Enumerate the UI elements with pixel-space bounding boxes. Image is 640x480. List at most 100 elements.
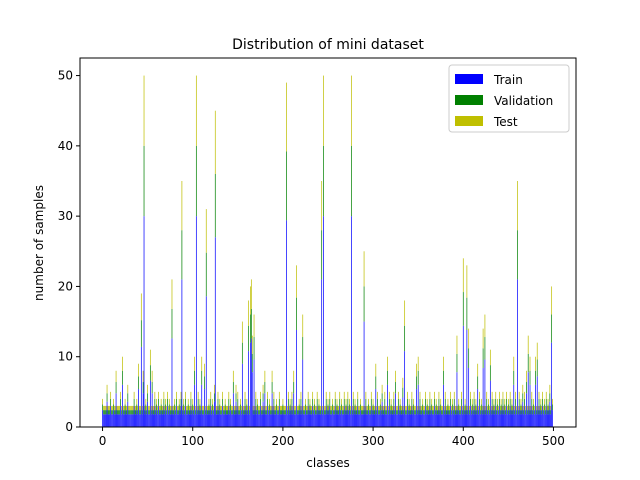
bar-stack: [320, 405, 322, 427]
bar-train: [475, 410, 477, 427]
bar-train: [147, 401, 148, 427]
bar-stack: [409, 405, 411, 427]
bar-stack: [156, 398, 158, 427]
bar-train: [416, 414, 418, 427]
bar-stack: [116, 405, 118, 427]
bar-test: [489, 405, 490, 411]
bar-train: [421, 414, 423, 427]
bar-test: [129, 405, 130, 411]
bar-train: [516, 414, 517, 427]
bar-validation: [108, 410, 110, 415]
bar-stack: [307, 391, 309, 427]
bar-validation: [413, 404, 415, 411]
bar-validation: [421, 410, 423, 415]
bar-train: [542, 405, 543, 427]
bar-train: [132, 414, 134, 427]
bar-stack: [369, 405, 370, 427]
bar-validation: [389, 410, 391, 415]
bar-test: [530, 405, 532, 411]
bar-test: [525, 405, 526, 411]
bar-validation: [544, 410, 546, 415]
bar-stack: [253, 314, 255, 427]
chart-title: Distribution of mini dataset: [232, 37, 424, 53]
bar-validation: [110, 398, 112, 406]
bar-validation: [131, 410, 132, 415]
bar-test: [310, 405, 312, 411]
bar-train: [183, 410, 185, 427]
bar-train: [496, 414, 497, 427]
bar-stack: [269, 398, 270, 427]
bar-train: [225, 414, 227, 427]
bar-validation: [466, 297, 468, 330]
bar-validation: [328, 410, 330, 415]
bar-train: [283, 414, 285, 427]
bar-stack: [416, 405, 418, 427]
bar-validation: [147, 393, 148, 402]
bar-train: [315, 414, 317, 427]
bar-validation: [415, 410, 416, 415]
bar-stack: [128, 405, 130, 427]
bar-train: [390, 410, 392, 427]
bar-stack: [544, 398, 545, 427]
bar-validation: [435, 404, 437, 411]
bar-stack: [341, 398, 342, 427]
bar-validation: [239, 410, 240, 415]
bar-train: [239, 414, 240, 427]
bar-stack: [261, 405, 263, 427]
bar-train: [191, 414, 193, 427]
bar-stack: [113, 398, 114, 427]
bar-stack: [483, 405, 485, 427]
bar-validation: [425, 410, 427, 415]
bar-train: [345, 410, 347, 427]
bar-test: [500, 398, 502, 405]
bar-validation: [242, 410, 244, 415]
bar-test: [326, 405, 328, 411]
bar-stack: [526, 370, 527, 427]
bar-validation: [528, 410, 530, 415]
bar-stack: [194, 356, 195, 427]
bar-validation: [513, 370, 515, 385]
bar-stack: [444, 391, 446, 427]
bar-train: [185, 405, 186, 427]
bar-stack: [457, 405, 459, 427]
bar-train: [219, 410, 221, 427]
bar-stack: [204, 363, 205, 427]
bar-train: [168, 410, 170, 427]
bar-test: [429, 391, 431, 399]
bar-stack: [214, 110, 216, 427]
bar-train: [251, 372, 253, 427]
bar-train: [355, 414, 357, 427]
bar-stack: [233, 405, 235, 427]
bar-train: [149, 414, 150, 427]
bar-validation: [434, 398, 435, 406]
bar-validation: [206, 410, 208, 415]
bar-validation: [248, 325, 249, 352]
bar-stack: [436, 405, 438, 427]
bar-validation: [146, 410, 148, 415]
bar-validation: [204, 376, 205, 390]
bar-stack: [303, 405, 305, 427]
bar-train: [436, 414, 438, 427]
bar-test: [259, 405, 260, 411]
bar-validation: [313, 410, 314, 415]
bar-train: [446, 414, 448, 427]
bar-test: [180, 391, 182, 399]
bar-stack: [471, 398, 473, 427]
bar-stack: [144, 405, 146, 427]
bar-stack: [142, 370, 144, 427]
bar-validation: [199, 404, 201, 411]
bar-stack: [434, 405, 436, 427]
bar-test: [551, 286, 553, 315]
bar-test: [357, 391, 359, 399]
bar-train: [297, 414, 299, 427]
bar-train: [419, 405, 421, 427]
bar-test: [210, 391, 212, 399]
bar-train: [394, 414, 396, 427]
bar-test: [195, 405, 196, 411]
bar-test: [313, 405, 314, 411]
bar-test: [225, 405, 227, 411]
bar-test: [145, 398, 147, 405]
bar-train: [465, 414, 467, 427]
bar-train: [214, 401, 215, 427]
bar-stack: [468, 328, 470, 427]
